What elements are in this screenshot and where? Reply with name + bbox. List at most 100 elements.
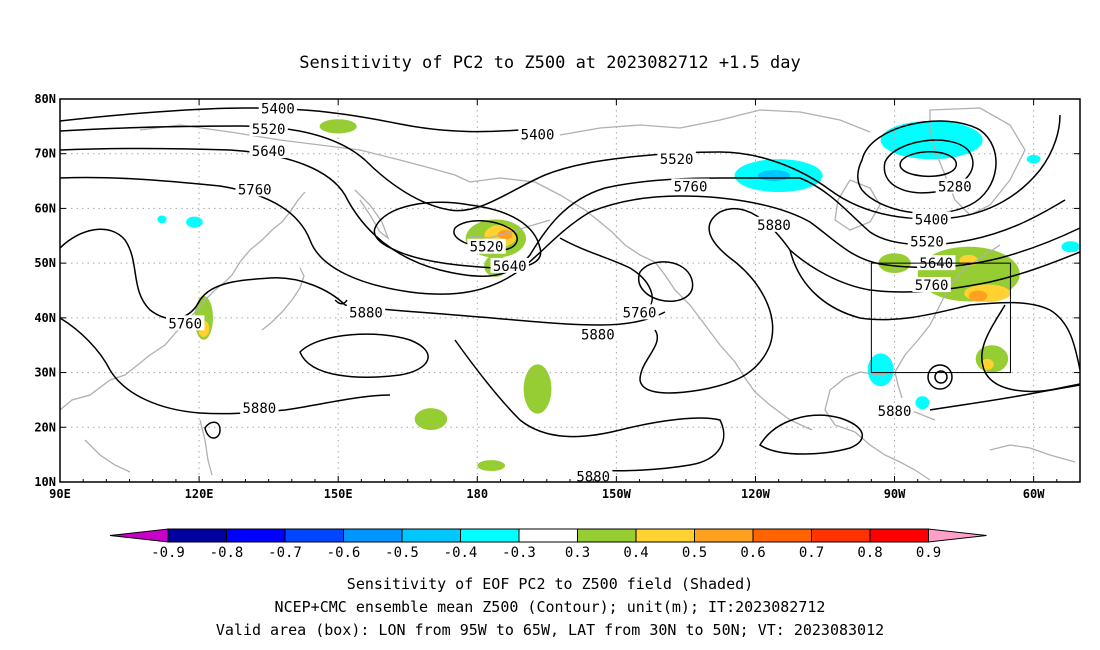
contour-label-bg <box>249 121 288 137</box>
colorbar-label: 0.8 <box>857 545 882 561</box>
y-tick-label: 10N <box>34 475 56 489</box>
footer-line-contour: NCEP+CMC ensemble mean Z500 (Contour); u… <box>275 598 826 616</box>
coastline-florida <box>894 371 903 399</box>
shaded-region <box>319 119 357 134</box>
contour-label: 5880 <box>757 218 791 234</box>
colorbar-bin <box>752 528 812 543</box>
coastline-central-america <box>854 431 931 481</box>
x-tick-label: 120E <box>185 487 214 501</box>
contour-label-bg <box>518 126 557 142</box>
colorbar-bin <box>284 528 344 543</box>
colorbar-bin <box>518 528 578 543</box>
shaded-region <box>980 358 994 370</box>
contour-label-bg <box>467 238 506 254</box>
colorbar-label: -0.7 <box>268 545 302 561</box>
coastline-indochina <box>84 439 131 473</box>
contour-label: 5640 <box>919 256 953 272</box>
y-tick-label: 70N <box>34 147 56 161</box>
contour-label: 5880 <box>349 305 383 321</box>
contour-label-bg <box>490 257 529 273</box>
colorbar-bin <box>401 528 461 543</box>
contour-label: 5760 <box>915 278 949 294</box>
valid-area-box <box>870 262 1011 374</box>
contour-label: 5640 <box>252 144 286 160</box>
axis-ticks: 90E 120E 150E 180 150W 120W 90W 60W 10N 20N 30N 40N… <box>34 92 1080 501</box>
contour-line-5880-east <box>639 207 791 394</box>
colorbar-bin <box>869 528 929 543</box>
contour-closed-small-hurricane <box>934 370 948 384</box>
x-tick-label: 150W <box>602 487 632 501</box>
contour-label-bg <box>875 402 914 418</box>
contour-label-bg <box>258 100 298 116</box>
contour-low-5280-ring-3 <box>857 120 997 215</box>
contour-label-bg <box>935 178 975 194</box>
colorbar-label: 0.4 <box>623 545 648 561</box>
colorbar-extend-high <box>928 528 987 543</box>
colorbar-bin <box>694 528 754 543</box>
contour-label-bg <box>671 178 710 194</box>
colorbar-bin <box>811 528 871 543</box>
coastline-siberia <box>139 124 471 183</box>
coastlines <box>59 107 1076 481</box>
contour-label: 5880 <box>581 327 615 343</box>
contour-line-5880-subtropical-atlantic <box>929 384 1081 411</box>
contour-line-5760-west <box>59 176 681 295</box>
contour-line-5640-north <box>59 147 800 277</box>
contour-line-5880-south <box>454 339 725 472</box>
contour-line-5640-atlantic <box>679 195 1081 269</box>
colorbar-label: 0.5 <box>682 545 707 561</box>
contour-label-bg <box>235 181 274 197</box>
coastline-us-east <box>894 244 1001 373</box>
coastline-kamchatka <box>354 189 390 240</box>
coastline-hudson-bay <box>834 179 881 231</box>
contour-label-bg <box>620 304 659 320</box>
contour-closed-high-west-pacific <box>204 421 221 439</box>
coastline-south-america <box>989 444 1076 463</box>
colorbar-label: 0.6 <box>740 545 765 561</box>
colorbar-label: 0.9 <box>916 545 941 561</box>
colorbar-bin <box>343 528 403 543</box>
colorbar-label: -0.6 <box>327 545 361 561</box>
coastline-aleutians <box>469 219 551 239</box>
contour-label-bg <box>912 211 951 227</box>
footer-line-shaded: Sensitivity of EOF PC2 to Z500 field (Sh… <box>347 575 753 593</box>
contour-label-bg <box>573 468 613 484</box>
contour-label-bg <box>657 151 696 167</box>
contour-label: 5400 <box>915 212 949 228</box>
contour-line-5880-caribbean <box>758 414 863 455</box>
contour-line-5400-north <box>59 107 521 133</box>
shaded-region <box>968 290 988 302</box>
contour-line-5880-gulf <box>981 304 1081 393</box>
colorbar-bin <box>460 528 520 543</box>
colorbar-label: -0.3 <box>502 545 536 561</box>
colorbar-label: -0.5 <box>385 545 419 561</box>
coastline-alaska <box>469 177 813 431</box>
contour-label-bg <box>754 216 794 232</box>
coastline-east-asia <box>59 191 306 411</box>
contour-kink-okhotsk <box>334 299 348 305</box>
contour-line-5880-asia <box>59 317 391 415</box>
x-tick-label: 150E <box>324 487 353 501</box>
coastline-japan <box>261 267 305 331</box>
contour-label: 5760 <box>674 180 708 196</box>
contour-line-5880-pacific <box>344 304 666 326</box>
shaded-region <box>915 396 930 410</box>
coastline-canada-arctic <box>559 109 871 136</box>
colorbar-bin <box>577 528 637 543</box>
shaded-region <box>757 170 791 182</box>
chart-title: Sensitivity of PC2 to Z500 at 2023082712… <box>299 53 801 73</box>
contour-label: 5520 <box>660 152 694 168</box>
contour-line-5880-atlantic <box>789 249 1081 371</box>
contour-label-bg <box>907 233 947 249</box>
contour-label: 5760 <box>238 182 272 198</box>
colorbar-label: -0.9 <box>151 545 185 561</box>
contour-closed-small-hurricane-outer <box>927 364 953 390</box>
shaded-region <box>975 345 1009 373</box>
contour-label: 5520 <box>470 240 504 256</box>
x-tick-label: 60W <box>1023 487 1045 501</box>
contour-label: 5400 <box>521 128 555 144</box>
shaded-region <box>867 353 894 387</box>
colorbar-bin <box>226 528 286 543</box>
contour-label-bg <box>249 142 288 158</box>
